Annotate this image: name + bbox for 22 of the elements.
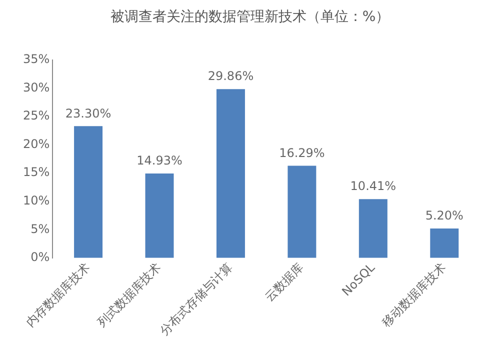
bar (216, 89, 245, 258)
data-label: 29.86% (208, 69, 254, 84)
x-tick-label: 移动数据库技术 (379, 260, 449, 330)
bar (288, 166, 316, 258)
chart-title: 被调查者关注的数据管理新技术（单位：%） (109, 8, 391, 26)
y-tick-label: 20% (23, 136, 50, 151)
y-tick-label: 30% (23, 80, 50, 94)
y-tick-label: 25% (23, 108, 50, 123)
bar (145, 174, 174, 258)
y-tick-label: 35% (23, 52, 50, 66)
data-label: 5.20% (425, 208, 464, 223)
data-label: 23.30% (65, 106, 112, 120)
bar (74, 126, 103, 258)
bar (430, 228, 459, 258)
x-tick-label: 云数据库 (262, 260, 306, 304)
y-tick-label: 10% (23, 194, 50, 208)
data-label: 14.93% (136, 154, 182, 168)
bar (358, 199, 388, 258)
data-label: 16.29% (279, 146, 325, 160)
y-tick-label: 5% (30, 222, 50, 236)
y-tick-label: 15% (23, 165, 50, 180)
data-label: 10.41% (350, 179, 396, 194)
